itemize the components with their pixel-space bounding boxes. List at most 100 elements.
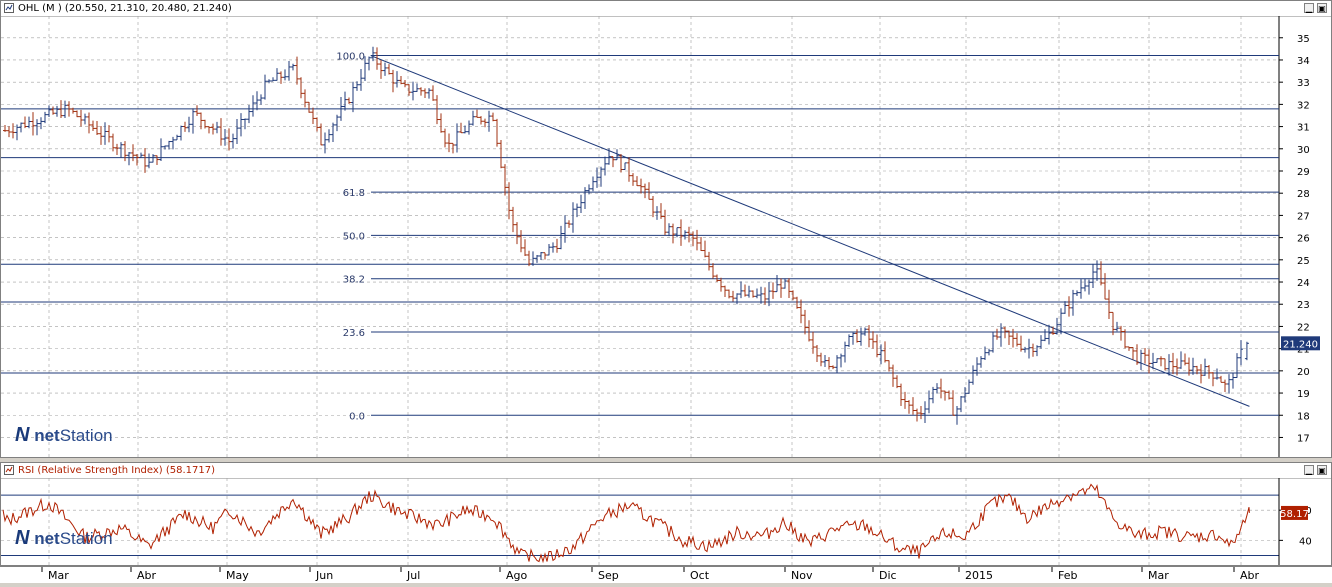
ohlc-bar [3,124,7,132]
ohlc-bar [1219,375,1223,383]
ohlc-bar [1167,354,1171,376]
ohlc-bar [623,162,627,170]
chart-window-icon [4,3,14,13]
ohlc-bar [143,148,147,173]
ohlc-bar [911,397,915,415]
ohlc-bar [287,60,291,81]
ohlc-bar [1079,279,1083,299]
ohlc-bar [559,225,563,250]
ohlc-bar [643,183,647,199]
ohlc-bar [923,401,927,423]
ohlc-bar [707,251,711,271]
ohlc-bar [979,356,983,368]
ohlc-bar [1099,261,1103,286]
minimize-button[interactable]: ▁ [1304,465,1314,475]
ohlc-bar [407,84,411,96]
ohlc-bar [959,395,963,413]
ohlc-bar [1051,326,1055,335]
rsi-panel-titlebar: RSI (Relative Strength Index) (58.1717) … [1,463,1331,479]
ohlc-bar [343,91,347,111]
ohlc-bar [1211,372,1215,387]
ohlc-bar [839,353,843,368]
ohlc-bar [159,138,163,162]
price-tick-label: 28 [1297,189,1310,200]
ohlc-bar [827,357,831,370]
ohlc-bar [507,182,511,220]
ohlc-bar [415,83,419,92]
ohlc-bar [367,56,371,71]
time-axis-labels: Mar Abr May Jun Jul Ago Sep Oct Nov Dic 2015 Feb Mar… [41,567,1260,582]
ohlc-bar [859,327,863,346]
month-label: Sep [598,569,619,582]
ohlc-bar [595,167,599,188]
ohlc-bar [1067,296,1071,317]
ohlc-bar [1235,353,1239,378]
ohlc-bar [379,60,383,79]
ohlc-bar [419,87,423,96]
ohlc-bar [1127,346,1131,351]
ohlc-bar [579,194,583,214]
ohlc-bar [235,118,239,145]
ohlc-bar [83,113,87,125]
ohlc-bar [175,134,179,141]
ohlc-bar [1215,368,1219,380]
ohlc-bar [1135,344,1139,365]
ohlc-bar [207,126,211,134]
ohlc-bar [299,77,303,99]
ohlc-bar [87,112,91,134]
ohlc-bar [679,219,683,246]
ohlc-bar [1019,335,1023,352]
minimize-button[interactable]: ▁ [1304,3,1314,13]
ohlc-bar [1123,329,1127,349]
ohlc-bar [955,406,959,425]
ohlc-bar [1047,324,1051,345]
ohlc-bar [975,357,979,376]
ohlc-bar [431,85,435,101]
ohlc-bar [459,122,463,134]
price-tick-label: 23 [1297,300,1310,311]
ohlc-bar [243,118,247,130]
ohlc-bar [35,119,39,136]
ohlc-bar [495,118,499,147]
ohlc-bar [1119,325,1123,341]
ohlc-bar [915,408,919,422]
ohlc-bar [1015,333,1019,347]
ohlc-bar [1063,301,1067,314]
price-tick-label: 31 [1297,123,1310,134]
ohlc-bar [895,375,899,389]
price-tick-label: 26 [1297,234,1310,245]
ohlc-bar [583,187,587,209]
ohlc-bar [171,136,175,150]
ohlc-bar [399,75,403,85]
ohlc-bar [743,284,747,297]
price-tick-label: 27 [1297,211,1310,222]
rsi-tick-label: 40 [1299,536,1312,547]
ohlc-bar [523,239,527,257]
ohlc-bar [423,88,427,99]
rsi-last-badge [1281,505,1308,520]
rsi-series-line [2,483,1250,564]
chart-window-icon [4,465,14,475]
ohlc-bar [671,223,675,244]
ohlc-bar [1115,321,1119,332]
maximize-button[interactable]: ▣ [1317,3,1327,13]
ohlc-bar [247,105,251,124]
ohlc-bar [639,178,643,194]
ohlc-bar [131,144,135,162]
ohlc-bar [711,263,715,279]
ohlc-bar [475,109,479,118]
maximize-button[interactable]: ▣ [1317,465,1327,475]
price-tick-label: 25 [1297,256,1310,267]
ohlc-bar [107,125,111,143]
ohlc-bar [1175,358,1179,376]
month-label: Feb [1058,569,1077,582]
ohlc-bar [47,105,51,117]
ohlc-bar [1043,329,1047,342]
ohlc-bar [1011,328,1015,348]
ohlc-bar [619,153,623,173]
ohlc-bar [1071,289,1075,316]
ohlc-bar [435,95,439,125]
ohlc-bar [503,164,507,196]
ohlc-bar [39,117,43,130]
month-label: May [226,569,249,582]
